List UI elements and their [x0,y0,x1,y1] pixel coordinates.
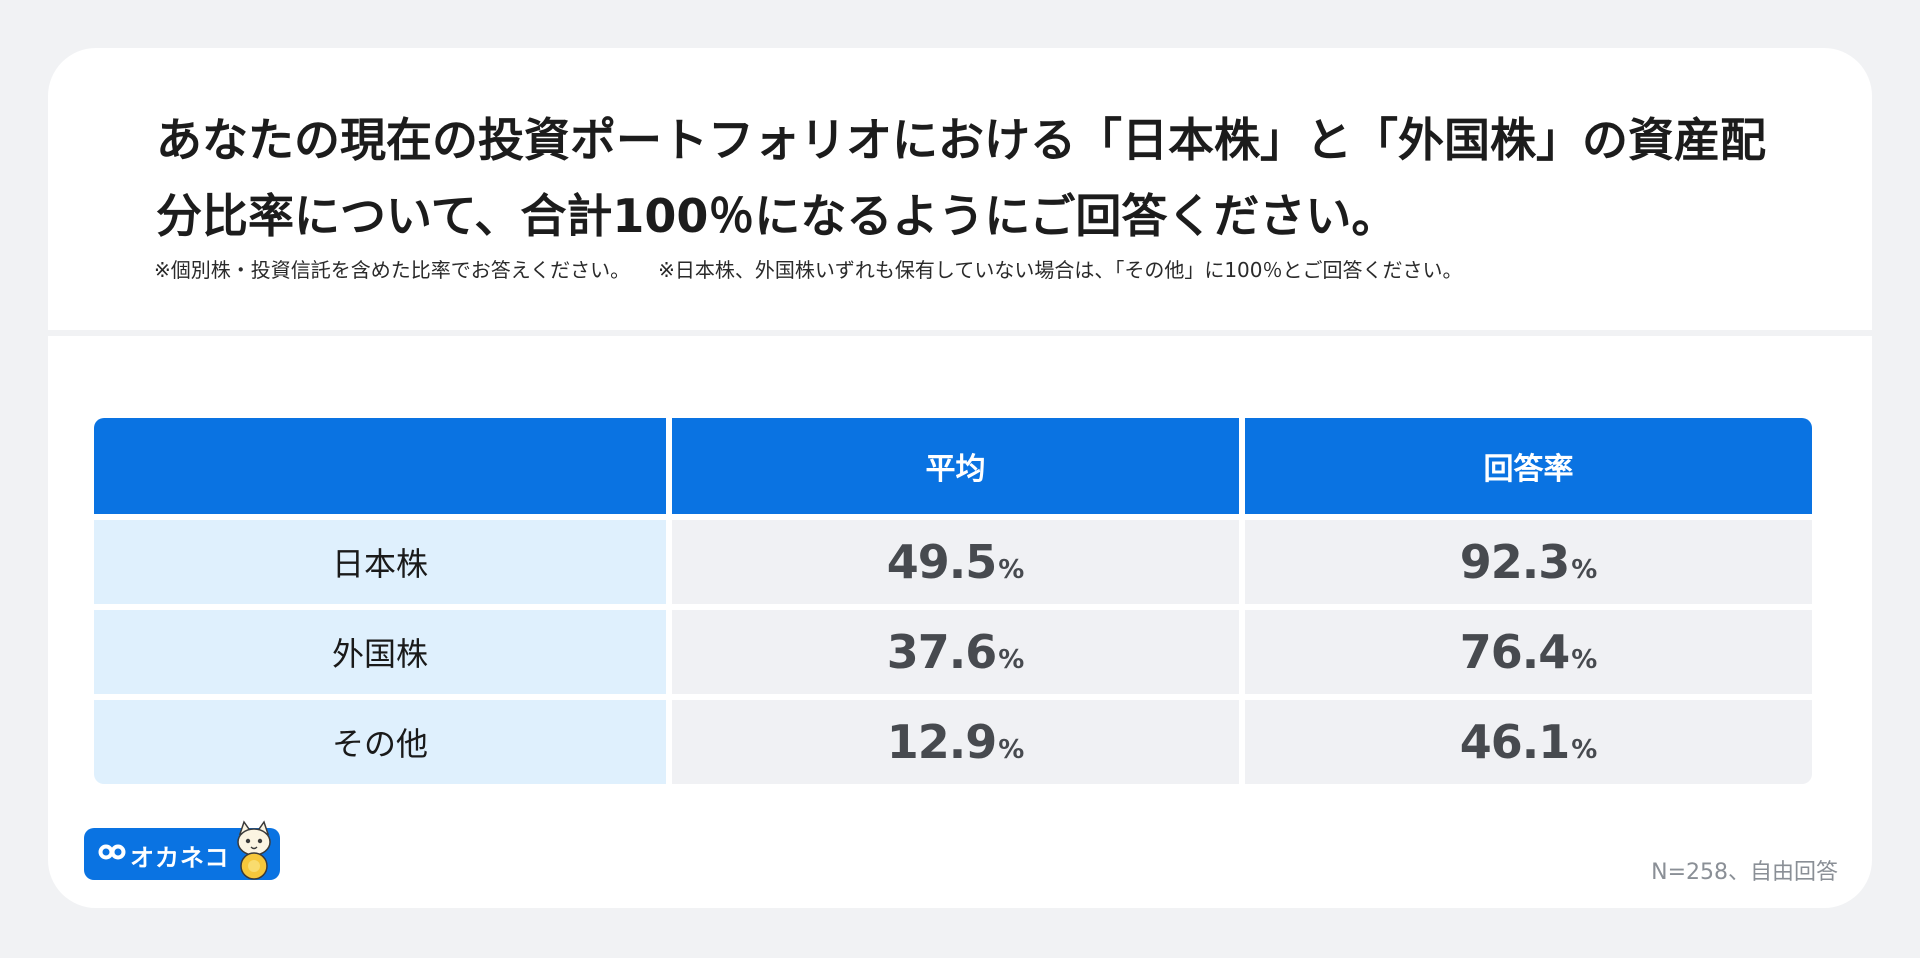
infinity-icon [98,844,126,860]
header-blank [94,418,666,514]
brand-name: オカネコ [130,844,230,872]
average-value: 49.5 [886,535,997,589]
cat-mascot-icon [237,820,271,880]
sample-size-note: N=258、自由回答 [1651,860,1838,885]
table-row: 日本株 49.5% 92.3% [94,520,1812,604]
response-rate-value: 46.1 [1459,715,1570,769]
survey-card: あなたの現在の投資ポートフォリオにおける「日本株」と「外国株」の資産配分比率につ… [48,48,1872,908]
table-header-row: 平均 回答率 [94,418,1812,514]
response-rate-cell: 92.3% [1245,520,1812,604]
note-2: ※日本株、外国株いずれも保有していない場合は、「その他」に100％とご回答くださ… [658,258,1463,282]
percent-unit: % [998,735,1025,765]
note-1: ※個別株・投資信託を含めた比率でお答えください。 [154,258,631,282]
response-rate-cell: 46.1% [1245,700,1812,784]
response-rate-value: 92.3 [1459,535,1570,589]
brand-logo: オカネコ [84,820,280,880]
question-title: あなたの現在の投資ポートフォリオにおける「日本株」と「外国株」の資産配分比率につ… [156,113,1766,243]
response-rate-cell: 76.4% [1245,610,1812,694]
average-cell: 37.6% [672,610,1239,694]
header-response-rate: 回答率 [1245,418,1812,514]
results-table: 平均 回答率 日本株 49.5% 92.3% 外国株 37.6% 76.4% そ… [88,412,1818,790]
response-rate-value: 76.4 [1459,625,1570,679]
average-cell: 12.9% [672,700,1239,784]
notes: ※個別株・投資信託を含めた比率でお答えください。 ※日本株、外国株いずれも保有して… [154,254,1463,283]
row-label: 日本株 [94,520,666,604]
percent-unit: % [1571,645,1598,675]
card-header: あなたの現在の投資ポートフォリオにおける「日本株」と「外国株」の資産配分比率につ… [48,48,1872,330]
header-divider [48,330,1872,336]
percent-unit: % [998,645,1025,675]
percent-unit: % [1571,555,1598,585]
row-label: 外国株 [94,610,666,694]
row-label: その他 [94,700,666,784]
percent-unit: % [998,555,1025,585]
average-value: 37.6 [886,625,997,679]
average-value: 12.9 [886,715,997,769]
header-average: 平均 [672,418,1239,514]
percent-unit: % [1571,735,1598,765]
average-cell: 49.5% [672,520,1239,604]
table-row: その他 12.9% 46.1% [94,700,1812,784]
table-row: 外国株 37.6% 76.4% [94,610,1812,694]
